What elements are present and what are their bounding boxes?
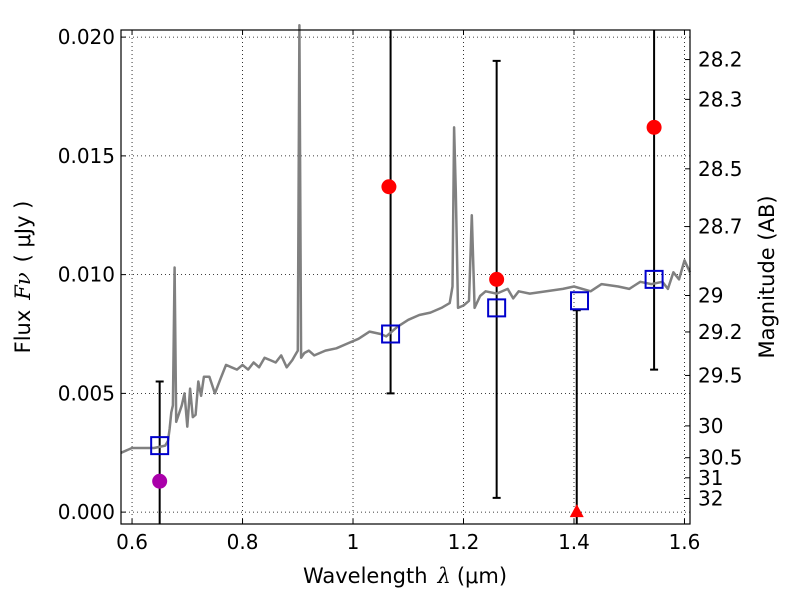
spectrum (120, 23, 692, 454)
mag-tick-label: 28.2 (698, 48, 743, 72)
mag-tick-label: 28.5 (698, 157, 743, 181)
observed-point (646, 119, 662, 135)
model-square (644, 269, 664, 289)
y-tick-label: 0.015 (58, 144, 115, 168)
x-tick-label: 1 (347, 530, 360, 554)
mag-tick-label: 30.5 (698, 446, 743, 470)
y-tick-label: 0.010 (58, 263, 115, 287)
mag-tick-label: 29.5 (698, 363, 743, 387)
y-axis-label: FluxFν( μJy ) (11, 201, 35, 354)
mag-tick-label: 29 (698, 284, 723, 308)
x-tick-label: 1.2 (448, 530, 480, 554)
grid (121, 30, 690, 524)
ticks: 0.6 0.8 1 1.2 1.4 1.6 0.000 0.005 0.010 0.015 0.02… (58, 25, 743, 554)
x-tick-label: 0.8 (227, 530, 259, 554)
x-tick-label: 1.4 (558, 530, 590, 554)
spectrum-line (120, 23, 692, 454)
model-square (570, 291, 590, 311)
extra-point (152, 473, 168, 489)
mag-tick-label: 28.3 (698, 87, 743, 111)
observed-point (489, 271, 505, 287)
mag-tick-label: 30 (698, 414, 723, 438)
plot-frame (120, 29, 691, 525)
mag-tick-label: 31 (698, 466, 723, 490)
y-tick-label: 0.005 (58, 381, 115, 405)
model-square (150, 436, 170, 456)
y-tick-label: 0.000 (58, 500, 115, 524)
observed-point (381, 179, 397, 195)
upper-limit-marker (569, 504, 584, 518)
y2-axis-label: Magnitude (AB) (755, 195, 779, 358)
y-tick-label: 0.020 (58, 25, 115, 49)
x-tick-label: 0.6 (116, 530, 148, 554)
mag-tick-label: 29.2 (698, 320, 743, 344)
mag-tick-label: 32 (698, 486, 723, 510)
x-tick-label: 1.6 (669, 530, 701, 554)
model-square (381, 324, 401, 344)
markers (150, 119, 664, 518)
x-axis-label: Wavelength λ (μm) (303, 564, 507, 588)
mag-tick-label: 28.7 (698, 215, 743, 239)
model-square (487, 298, 507, 318)
plot-background (121, 30, 690, 524)
